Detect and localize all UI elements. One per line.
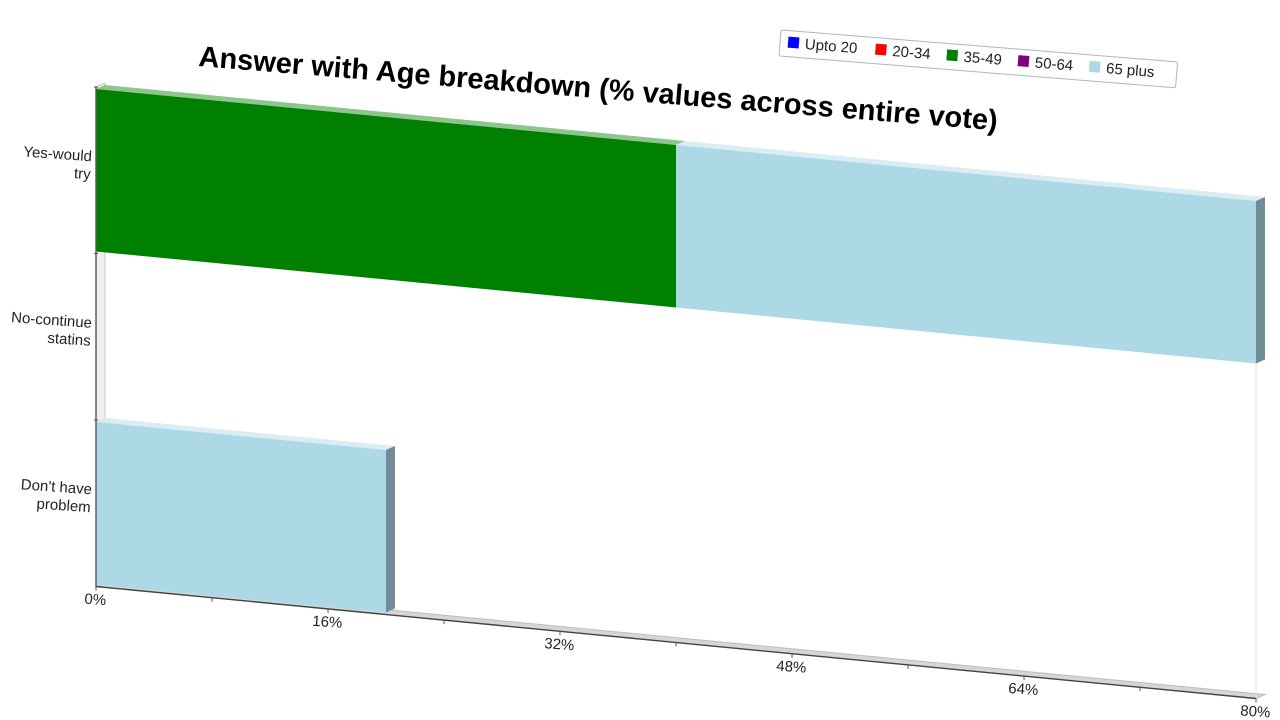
bar-front-face — [676, 145, 1256, 364]
legend-swatch — [946, 49, 959, 62]
legend-item-label: 65 plus — [1105, 60, 1155, 81]
bar — [676, 141, 1265, 364]
bar-top-face — [676, 141, 1265, 201]
legend-item-label: 35-49 — [963, 49, 1003, 69]
legend-item-label: 50-64 — [1034, 54, 1074, 74]
legend-swatch — [1088, 60, 1101, 73]
bar — [96, 418, 395, 613]
legend-item-label: Upto 20 — [804, 36, 858, 57]
bar — [96, 85, 685, 308]
legend-item-label: 20-34 — [892, 43, 932, 63]
bar-side-face — [386, 446, 395, 613]
x-tick-label: 64% — [1008, 680, 1039, 699]
y-tick-label: Yes-wouldtry — [22, 144, 93, 184]
legend-swatch — [1017, 55, 1030, 67]
legend: Upto 20 20-34 35-49 50-64 65 plus — [778, 29, 1178, 89]
x-tick-label: 48% — [776, 658, 807, 677]
bar-top-face — [96, 418, 395, 450]
y-tick-label: No-continuestatins — [9, 309, 92, 350]
y-tick-label: Don't haveproblem — [19, 476, 93, 516]
legend-swatch — [875, 43, 887, 56]
legend-swatch — [787, 36, 800, 49]
x-tick-label: 0% — [84, 591, 107, 609]
x-tick-label: 16% — [312, 613, 343, 632]
x-tick-label: 32% — [544, 635, 575, 654]
bar-top-face — [96, 85, 685, 145]
x-tick-label: 80% — [1240, 702, 1271, 720]
bar-side-face — [1256, 197, 1265, 364]
bar-front-face — [96, 422, 386, 613]
bar-front-face — [96, 89, 676, 308]
